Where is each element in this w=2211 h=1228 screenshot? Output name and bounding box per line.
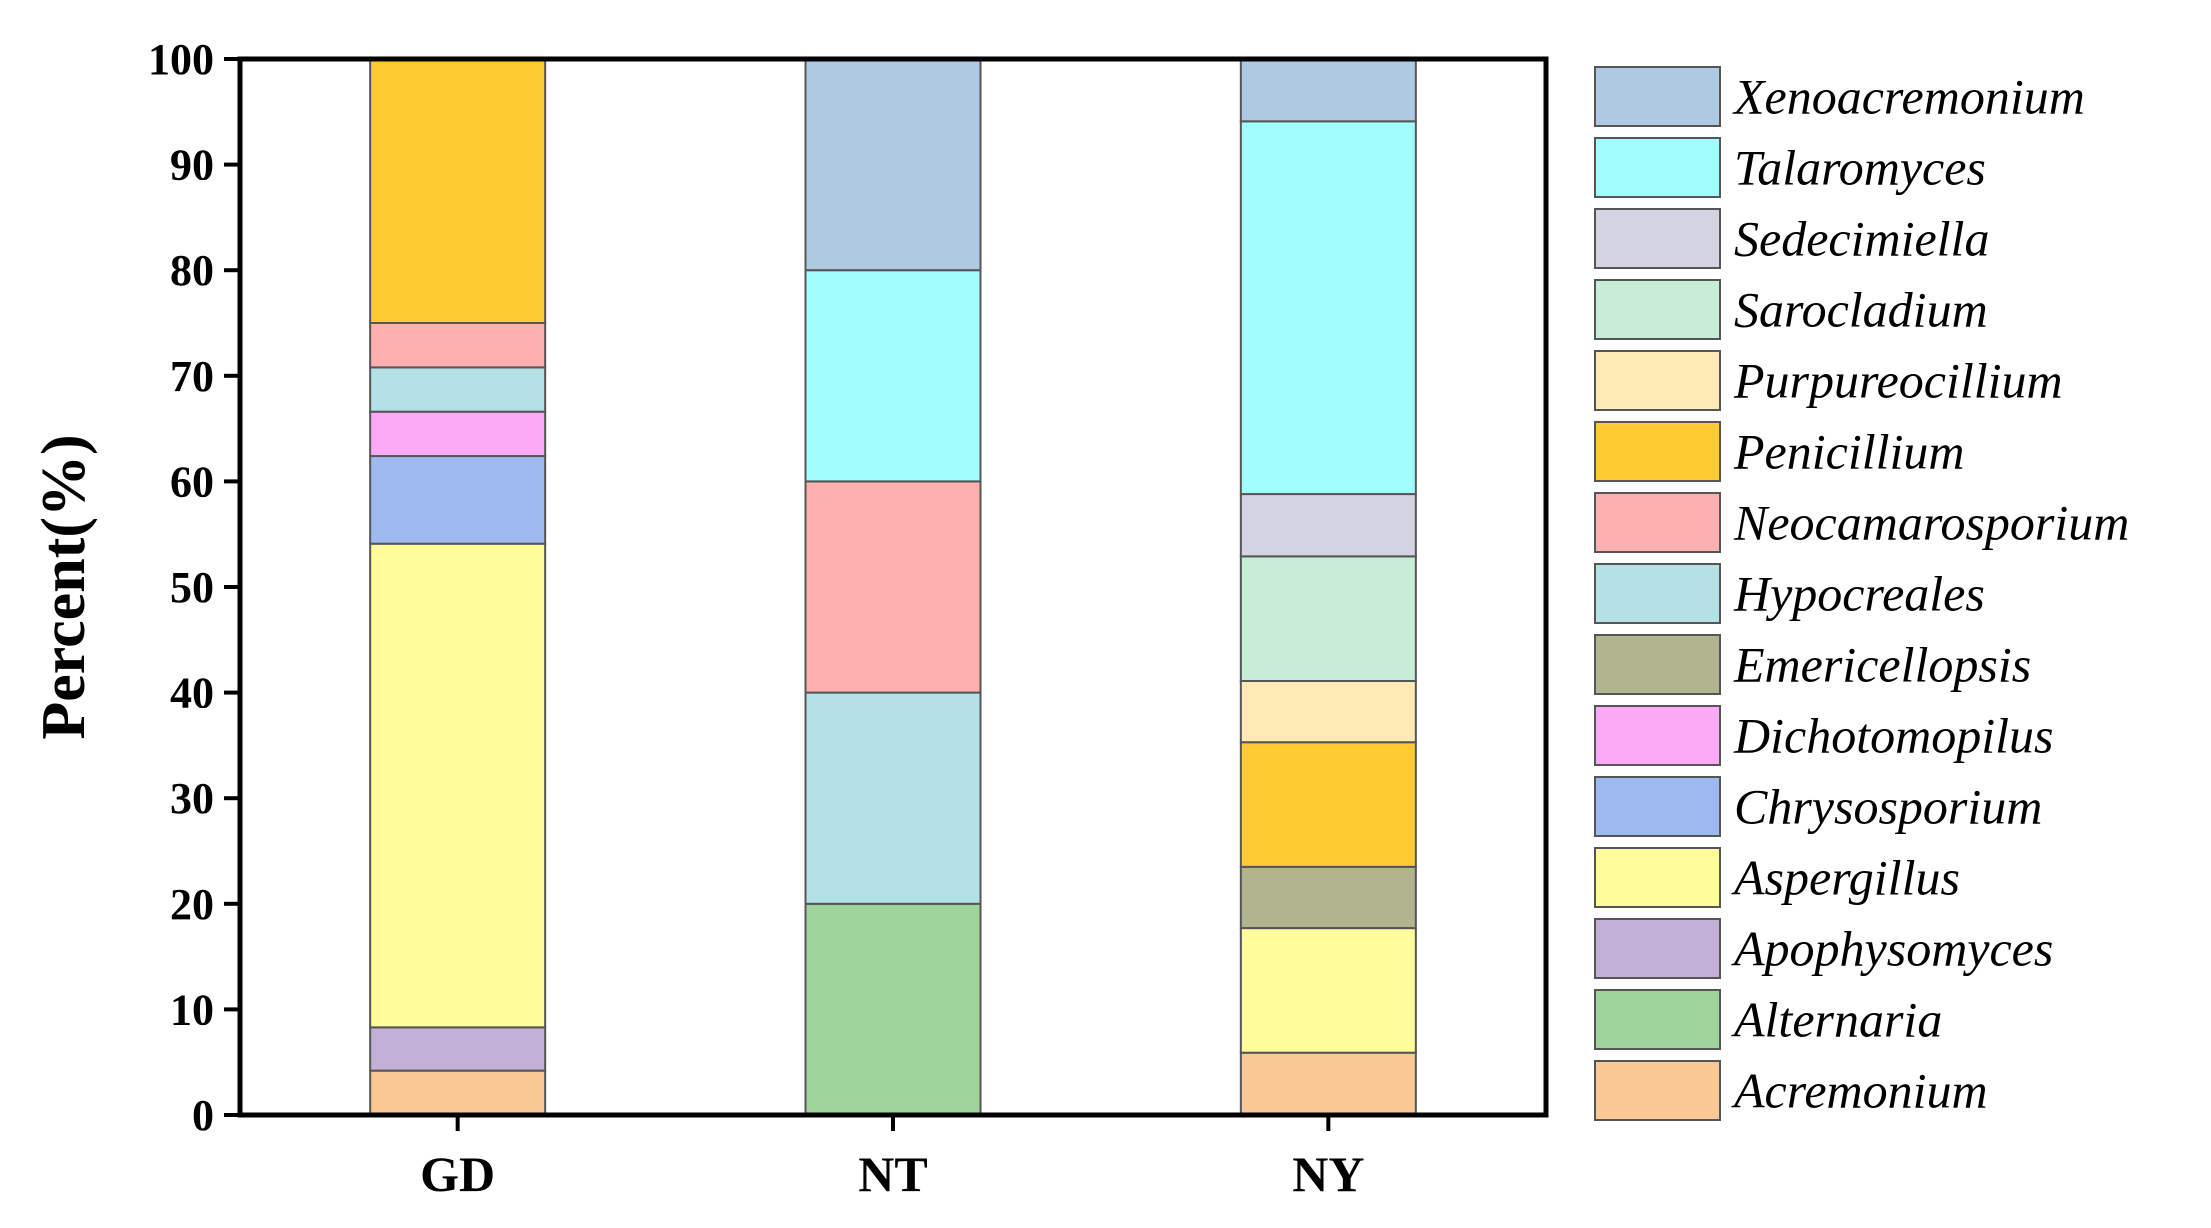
bar-segment-ny-sedecimiella <box>1239 493 1417 558</box>
legend-swatch-purpureocillium <box>1594 350 1721 411</box>
bars-layer <box>369 58 1417 1117</box>
y-tick-label-20: 20 <box>170 880 214 929</box>
bar-segment-ny-penicillium <box>1239 741 1417 868</box>
bar-segment-ny-purpureocillium <box>1239 679 1417 744</box>
legend-item-hypocreales: Hypocreales <box>1594 563 1985 624</box>
legend-label-aspergillus: Aspergillus <box>1731 850 1960 906</box>
legend-swatch-sedecimiella <box>1594 208 1721 269</box>
legend-label-xenoacremonium: Xenoacremonium <box>1732 69 2085 125</box>
y-tick-label-30: 30 <box>170 774 214 823</box>
legend-swatch-xenoacremonium <box>1594 66 1721 127</box>
bar-segment-ny-xenoacremonium <box>1239 58 1417 123</box>
bar-segment-gd-penicillium <box>369 58 547 324</box>
legend-swatch-chrysosporium <box>1594 776 1721 837</box>
y-tick-label-40: 40 <box>170 669 214 718</box>
x-tick-label-ny: NY <box>1292 1146 1364 1202</box>
legend-swatch-penicillium <box>1594 421 1721 482</box>
y-tick-label-0: 0 <box>192 1091 214 1140</box>
bar-segment-ny-sarocladium <box>1239 555 1417 682</box>
legend: Xenoacremonium Talaromyces Sedecimiella Sar… <box>1594 66 2129 1121</box>
bar-segment-nt-talaromyces <box>804 269 982 483</box>
bar-segment-gd-apophysomyces <box>369 1026 547 1072</box>
legend-label-talaromyces: Talaromyces <box>1734 140 1986 196</box>
legend-item-penicillium: Penicillium <box>1594 421 1965 482</box>
legend-swatch-aspergillus <box>1594 847 1721 908</box>
y-tick-label-10: 10 <box>170 985 214 1034</box>
bar-segment-nt-hypocreales <box>804 691 982 905</box>
legend-label-neocamarosporium: Neocamarosporium <box>1733 495 2129 551</box>
legend-label-apophysomyces: Apophysomyces <box>1731 921 2053 977</box>
y-axis-title: Percent(%) <box>30 434 98 739</box>
legend-item-emericellopsis: Emericellopsis <box>1594 634 2031 695</box>
legend-label-dichotomopilus: Dichotomopilus <box>1733 708 2053 764</box>
legend-item-alternaria: Alternaria <box>1594 989 1942 1050</box>
legend-swatch-dichotomopilus <box>1594 705 1721 766</box>
y-tick-label-100: 100 <box>148 35 214 84</box>
bar-segment-nt-alternaria <box>804 902 982 1116</box>
y-tick-label-90: 90 <box>170 141 214 190</box>
legend-label-purpureocillium: Purpureocillium <box>1733 353 2063 409</box>
bar-segment-nt-neocamarosporium <box>804 480 982 694</box>
legend-swatch-neocamarosporium <box>1594 492 1721 553</box>
legend-swatch-talaromyces <box>1594 137 1721 198</box>
legend-item-acremonium: Acremonium <box>1594 1060 1988 1121</box>
x-tick-label-gd: GD <box>420 1146 495 1202</box>
bar-segment-gd-dichotomopilus <box>369 410 547 458</box>
bar-segment-gd-acremonium <box>369 1069 547 1116</box>
legend-label-chrysosporium: Chrysosporium <box>1734 779 2042 835</box>
legend-swatch-hypocreales <box>1594 563 1721 624</box>
legend-item-dichotomopilus: Dichotomopilus <box>1594 705 2053 766</box>
legend-label-penicillium: Penicillium <box>1733 424 1965 480</box>
legend-swatch-alternaria <box>1594 989 1721 1050</box>
y-tick-label-50: 50 <box>170 563 214 612</box>
legend-swatch-sarocladium <box>1594 279 1721 340</box>
y-tick-label-80: 80 <box>170 246 214 295</box>
legend-label-sarocladium: Sarocladium <box>1734 282 1988 338</box>
bar-segment-gd-neocamarosporium <box>369 322 547 369</box>
legend-item-aspergillus: Aspergillus <box>1594 847 1960 908</box>
bar-segment-gd-hypocreales <box>369 366 547 413</box>
legend-label-emericellopsis: Emericellopsis <box>1733 637 2031 693</box>
legend-item-talaromyces: Talaromyces <box>1594 137 1986 198</box>
bar-segment-ny-aspergillus <box>1239 927 1417 1054</box>
legend-label-hypocreales: Hypocreales <box>1733 566 1985 622</box>
legend-swatch-apophysomyces <box>1594 918 1721 979</box>
legend-item-apophysomyces: Apophysomyces <box>1594 918 2053 979</box>
legend-label-acremonium: Acremonium <box>1731 1063 1988 1119</box>
legend-item-xenoacremonium: Xenoacremonium <box>1594 66 2085 127</box>
legend-item-chrysosporium: Chrysosporium <box>1594 776 2042 837</box>
legend-item-neocamarosporium: Neocamarosporium <box>1594 492 2129 553</box>
y-tick-label-70: 70 <box>170 352 214 401</box>
legend-swatch-acremonium <box>1594 1060 1721 1121</box>
bar-segment-gd-aspergillus <box>369 542 547 1029</box>
legend-label-alternaria: Alternaria <box>1731 992 1942 1048</box>
legend-item-purpureocillium: Purpureocillium <box>1594 350 2063 411</box>
bar-segment-ny-acremonium <box>1239 1051 1417 1117</box>
y-tick-label-60: 60 <box>170 457 214 506</box>
bar-segment-ny-emericellopsis <box>1239 865 1417 930</box>
legend-label-sedecimiella: Sedecimiella <box>1734 211 1989 267</box>
axes: 0 10 20 30 40 50 60 70 80 90 100 GD NT NY <box>148 35 1364 1202</box>
legend-item-sarocladium: Sarocladium <box>1594 279 1988 340</box>
legend-swatch-emericellopsis <box>1594 634 1721 695</box>
bar-segment-nt-xenoacremonium <box>804 58 982 272</box>
bar-segment-ny-talaromyces <box>1239 120 1417 496</box>
bar-segment-gd-chrysosporium <box>369 455 547 545</box>
legend-item-sedecimiella: Sedecimiella <box>1594 208 1989 269</box>
x-tick-label-nt: NT <box>858 1146 927 1202</box>
